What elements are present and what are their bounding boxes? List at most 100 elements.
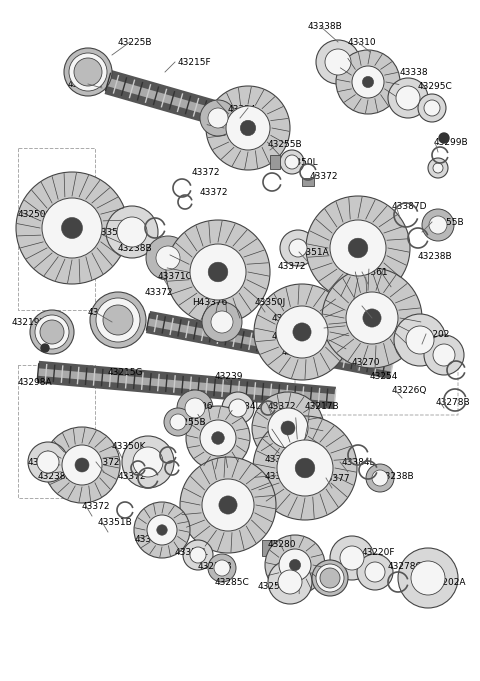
Circle shape — [433, 163, 443, 173]
Text: 43278B: 43278B — [436, 398, 470, 407]
Text: 43372: 43372 — [192, 168, 220, 177]
Circle shape — [240, 121, 256, 136]
Circle shape — [134, 502, 190, 558]
Circle shape — [340, 546, 364, 570]
Text: 43372: 43372 — [145, 288, 173, 297]
Circle shape — [75, 458, 89, 472]
Text: 43372: 43372 — [310, 172, 338, 181]
Text: 43377: 43377 — [322, 474, 350, 483]
Circle shape — [202, 479, 254, 531]
Text: 43387D: 43387D — [392, 202, 428, 211]
Text: 43372: 43372 — [118, 472, 146, 481]
Text: 43250C: 43250C — [18, 210, 53, 219]
Circle shape — [177, 390, 213, 426]
Circle shape — [164, 408, 192, 436]
Circle shape — [336, 50, 400, 114]
Circle shape — [280, 230, 316, 266]
Text: 43372: 43372 — [278, 262, 307, 271]
Text: 43226Q: 43226Q — [392, 386, 427, 395]
Circle shape — [316, 40, 360, 84]
Text: 43255B: 43255B — [272, 332, 307, 341]
Circle shape — [35, 315, 69, 349]
Circle shape — [279, 549, 311, 581]
Circle shape — [424, 335, 464, 375]
Circle shape — [183, 540, 213, 570]
Circle shape — [357, 554, 393, 590]
Circle shape — [147, 515, 177, 545]
Text: 43220F: 43220F — [362, 548, 396, 557]
Text: 43239: 43239 — [215, 372, 243, 381]
Text: 43219B: 43219B — [12, 318, 47, 327]
Text: 43350K: 43350K — [112, 442, 146, 451]
Text: 43260: 43260 — [28, 458, 57, 467]
Circle shape — [388, 78, 428, 118]
Circle shape — [222, 392, 254, 424]
Text: 43297A: 43297A — [68, 80, 103, 89]
Circle shape — [16, 172, 128, 284]
Text: 43351A: 43351A — [295, 248, 330, 257]
Circle shape — [103, 305, 133, 335]
Circle shape — [276, 306, 328, 358]
Circle shape — [396, 86, 420, 110]
Text: 43372: 43372 — [268, 418, 297, 427]
Bar — [260, 311, 271, 325]
Text: 43255B: 43255B — [172, 418, 206, 427]
Circle shape — [69, 53, 107, 91]
Text: 43338B: 43338B — [308, 22, 343, 31]
Circle shape — [208, 108, 228, 128]
Text: 43270: 43270 — [352, 358, 381, 367]
Circle shape — [278, 570, 302, 594]
Bar — [270, 155, 280, 169]
Circle shape — [316, 564, 344, 592]
Circle shape — [190, 547, 206, 563]
Circle shape — [295, 458, 315, 478]
Circle shape — [229, 399, 247, 417]
Text: 43238B: 43238B — [38, 472, 72, 481]
Circle shape — [428, 158, 448, 178]
Circle shape — [277, 440, 333, 496]
Text: 43280: 43280 — [268, 540, 297, 549]
Circle shape — [394, 314, 446, 366]
Circle shape — [180, 457, 276, 553]
Circle shape — [252, 392, 324, 464]
Circle shape — [281, 421, 295, 435]
Circle shape — [439, 133, 449, 143]
Circle shape — [146, 236, 190, 280]
Circle shape — [206, 86, 290, 170]
Circle shape — [285, 155, 299, 169]
Circle shape — [422, 209, 454, 241]
Text: 43202A: 43202A — [432, 578, 467, 587]
Text: 43372: 43372 — [92, 458, 120, 467]
Text: 43372: 43372 — [268, 402, 297, 411]
Circle shape — [406, 326, 434, 354]
Text: 43215G: 43215G — [108, 368, 144, 377]
Circle shape — [62, 445, 102, 485]
Circle shape — [212, 432, 224, 444]
Circle shape — [330, 536, 374, 580]
Text: 43350T: 43350T — [358, 302, 392, 311]
Text: 43372: 43372 — [82, 502, 110, 511]
Text: 43350G: 43350G — [96, 228, 132, 237]
Circle shape — [433, 344, 455, 366]
Circle shape — [200, 420, 236, 456]
Circle shape — [424, 100, 440, 116]
Circle shape — [90, 292, 146, 348]
Text: 43202: 43202 — [422, 330, 450, 339]
Circle shape — [64, 48, 112, 96]
Circle shape — [37, 451, 59, 473]
Text: 43278C: 43278C — [388, 562, 423, 571]
Circle shape — [325, 49, 351, 75]
Text: 43215F: 43215F — [178, 58, 212, 67]
Text: 43352A: 43352A — [265, 455, 300, 464]
Circle shape — [265, 535, 325, 595]
Circle shape — [96, 298, 140, 342]
Text: 43371C: 43371C — [158, 272, 193, 281]
Text: 43372: 43372 — [200, 188, 228, 197]
Circle shape — [40, 320, 64, 344]
Text: 43384L: 43384L — [342, 458, 375, 467]
Circle shape — [254, 284, 350, 380]
Circle shape — [186, 406, 250, 470]
Circle shape — [226, 106, 270, 150]
Text: 43254: 43254 — [370, 372, 398, 381]
Circle shape — [268, 560, 312, 604]
